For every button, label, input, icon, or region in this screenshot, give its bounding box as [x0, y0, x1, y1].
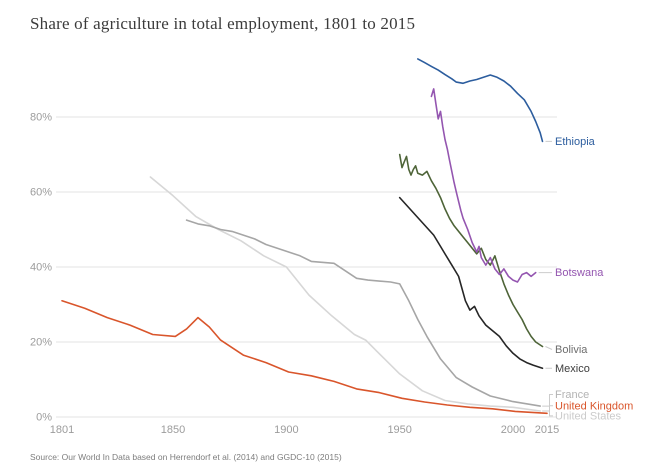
series-label-france[interactable]: France: [555, 389, 589, 401]
y-axis-tick-label: 80%: [30, 112, 52, 124]
y-axis-tick-label: 40%: [30, 262, 52, 274]
series-line-united-states[interactable]: [149, 176, 542, 412]
series-label-botswana[interactable]: Botswana: [555, 267, 604, 279]
series-label-mexico[interactable]: Mexico: [555, 363, 590, 375]
series-line-united-kingdom[interactable]: [61, 299, 548, 415]
x-axis-tick-label: 1950: [387, 424, 411, 436]
series-label-united-states[interactable]: United States: [555, 410, 622, 422]
x-axis-tick-label: 2015: [535, 424, 559, 436]
series-line-bolivia[interactable]: [398, 153, 544, 348]
label-connector-france: [542, 394, 553, 407]
x-axis-tick-label: 2000: [501, 424, 525, 436]
series-label-bolivia[interactable]: Bolivia: [555, 344, 588, 356]
series-label-ethiopia[interactable]: Ethiopia: [555, 136, 596, 148]
y-axis-tick-label: 20%: [30, 337, 52, 349]
series-label-united-kingdom[interactable]: United Kingdom: [555, 400, 633, 412]
series-line-botswana[interactable]: [430, 88, 537, 283]
label-connector-bolivia: [545, 346, 553, 350]
x-axis-tick-label: 1850: [161, 424, 185, 436]
x-axis-tick-label: 1801: [50, 424, 74, 436]
y-axis-tick-label: 60%: [30, 187, 52, 199]
source-note: Source: Our World In Data based on Herre…: [30, 452, 342, 462]
y-axis-tick-label: 0%: [36, 412, 52, 424]
x-axis-tick-label: 1900: [274, 424, 298, 436]
series-line-ethiopia[interactable]: [416, 58, 544, 143]
chart-title: Share of agriculture in total employment…: [30, 14, 416, 33]
series-line-mexico[interactable]: [398, 196, 544, 370]
series-line-france[interactable]: [185, 219, 542, 407]
label-connector-united-kingdom: [549, 405, 553, 414]
